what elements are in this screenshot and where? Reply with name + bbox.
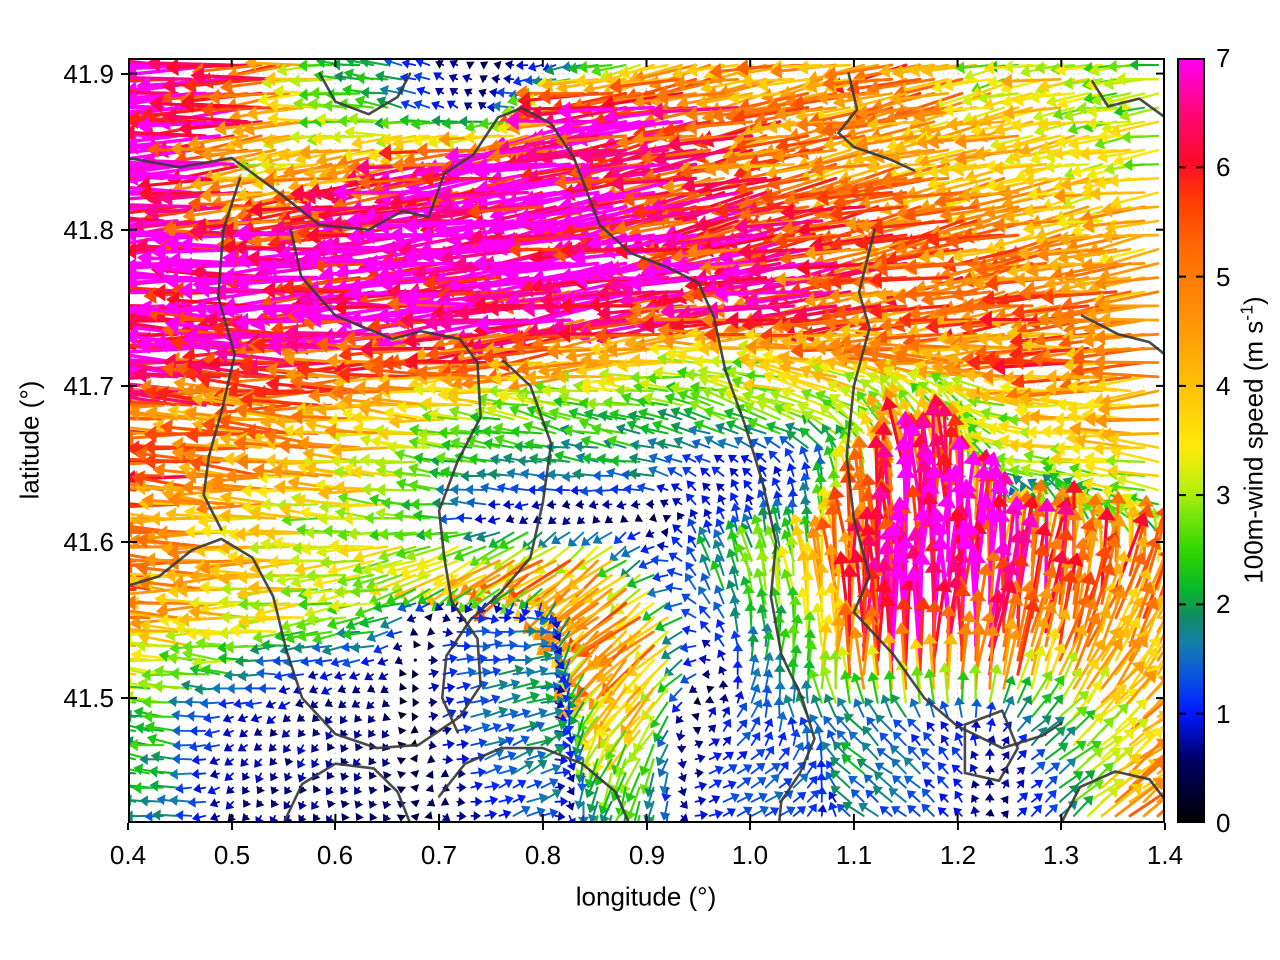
colorbar-tick-label: 4 bbox=[1216, 371, 1231, 401]
colorbar-tick-label: 5 bbox=[1216, 262, 1231, 292]
colorbar-tick-label: 2 bbox=[1216, 589, 1231, 619]
y-tick-mark bbox=[121, 385, 128, 387]
x-tick-mark bbox=[749, 823, 751, 830]
x-tick-mark bbox=[1164, 823, 1166, 830]
x-tick-mark bbox=[957, 823, 959, 830]
x-tick-label: 0.4 bbox=[109, 840, 147, 870]
x-axis-title: longitude (°) bbox=[575, 881, 717, 912]
plot-border bbox=[128, 58, 1165, 823]
y-tick-mark bbox=[121, 229, 128, 231]
terrain-contours bbox=[128, 72, 1165, 823]
y-tick-label: 41.6 bbox=[63, 527, 114, 557]
x-tick-mark bbox=[853, 823, 855, 830]
y-tick-mark bbox=[121, 697, 128, 699]
y-tick-mark bbox=[121, 73, 128, 75]
y-tick-mark bbox=[121, 541, 128, 543]
x-tick-mark bbox=[231, 823, 233, 830]
x-tick-label: 0.8 bbox=[524, 840, 562, 870]
x-tick-label: 1.3 bbox=[1042, 840, 1080, 870]
x-tick-label: 0.5 bbox=[213, 840, 251, 870]
plot-area bbox=[128, 58, 1165, 823]
x-tick-label: 0.7 bbox=[420, 840, 458, 870]
colorbar-tick-label: 1 bbox=[1216, 699, 1231, 729]
x-tick-label: 0.9 bbox=[628, 840, 666, 870]
colorbar-title-close: ) bbox=[1238, 296, 1269, 305]
x-tick-label: 0.6 bbox=[316, 840, 354, 870]
y-tick-label: 41.5 bbox=[63, 683, 114, 713]
colorbar-tick-label: 6 bbox=[1216, 152, 1231, 182]
colorbar-gradient bbox=[1177, 58, 1205, 823]
colorbar-tick-label: 7 bbox=[1216, 43, 1231, 73]
y-tick-label: 41.9 bbox=[63, 59, 114, 89]
x-tick-label: 1.4 bbox=[1146, 840, 1184, 870]
colorbar-tick-label: 3 bbox=[1216, 480, 1231, 510]
colorbar-border bbox=[1177, 58, 1205, 823]
x-tick-label: 1.0 bbox=[731, 840, 769, 870]
x-tick-mark bbox=[646, 823, 648, 830]
x-tick-mark bbox=[127, 823, 129, 830]
colorbar-tick-label: 0 bbox=[1216, 808, 1231, 838]
colorbar-title: 100m-wind speed (m s-1) bbox=[1237, 296, 1270, 583]
y-tick-label: 41.7 bbox=[63, 371, 114, 401]
x-tick-mark bbox=[334, 823, 336, 830]
colorbar bbox=[1177, 58, 1205, 823]
x-tick-mark bbox=[542, 823, 544, 830]
x-tick-label: 1.1 bbox=[835, 840, 873, 870]
y-axis-title: latitude (°) bbox=[14, 380, 45, 500]
colorbar-title-sup: -1 bbox=[1236, 304, 1257, 321]
colorbar-title-text: 100m-wind speed (m s bbox=[1238, 320, 1269, 584]
y-tick-label: 41.8 bbox=[63, 215, 114, 245]
x-tick-label: 1.2 bbox=[939, 840, 977, 870]
x-tick-mark bbox=[438, 823, 440, 830]
x-tick-mark bbox=[1060, 823, 1062, 830]
